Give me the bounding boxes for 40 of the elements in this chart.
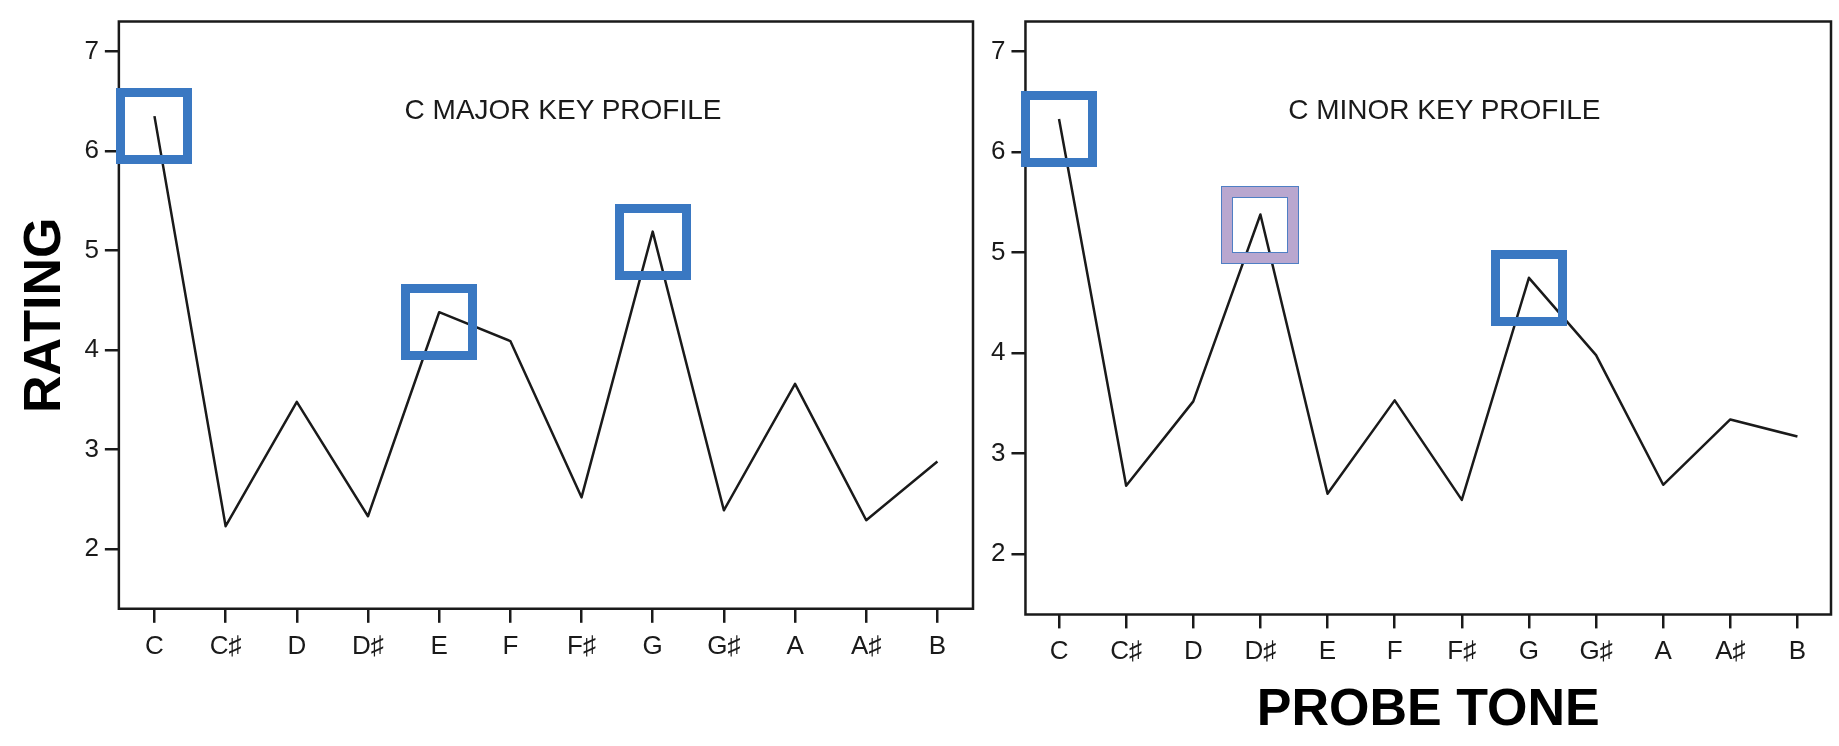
x-tick-label: D♯ (1244, 635, 1277, 666)
y-tick-label: 3 (990, 436, 1006, 467)
x-tick-label: C♯ (1110, 635, 1143, 666)
x-tick-label: D♯ (352, 629, 384, 660)
x-tick-label: B (1788, 635, 1807, 666)
x-tick-label: A♯ (1715, 635, 1746, 666)
x-tick-label: G♯ (707, 629, 741, 660)
y-tick-label: 7 (84, 34, 99, 65)
y-tick-label: 4 (990, 336, 1006, 367)
y-tick-label: 6 (990, 135, 1006, 166)
x-tick-label: C♯ (209, 629, 242, 660)
x-tick-label: D (1183, 635, 1203, 666)
x-tick-label: A♯ (851, 629, 882, 660)
x-tick-label: F♯ (567, 629, 596, 660)
y-tick-label: 2 (990, 537, 1006, 568)
x-tick-label: G (1518, 635, 1540, 666)
x-tick-label: C (145, 629, 164, 660)
x-tick-label: F♯ (1447, 635, 1477, 666)
text: C MINOR KEY PROFILE (1288, 94, 1601, 126)
y-tick-label: 6 (84, 134, 99, 165)
y-tick-label: 3 (84, 432, 99, 463)
x-tick-label: E (430, 629, 448, 660)
x-tick-label: C (1049, 635, 1069, 666)
x-tick-label: D (287, 629, 307, 660)
x-tick-label: A (1654, 635, 1673, 666)
x-tick-label: F (502, 629, 519, 660)
x-tick-label: E (1318, 635, 1337, 666)
y-tick-label: 7 (990, 34, 1006, 65)
y-tick-label: 4 (84, 333, 99, 364)
x-tick-label: F (1386, 635, 1403, 666)
text: C MAJOR KEY PROFILE (404, 94, 722, 126)
y-tick-label: 2 (84, 532, 99, 563)
x-tick-label: B (928, 629, 947, 660)
x-tick-label: A (786, 629, 805, 660)
y-tick-label: 5 (84, 233, 99, 264)
y-tick-label: 5 (990, 235, 1006, 266)
x-tick-label: G♯ (1579, 635, 1613, 666)
y-axis-title: RATING (12, 217, 71, 413)
x-tick-label: G (642, 629, 663, 660)
x-axis-title: PROBE TONE (1256, 678, 1600, 737)
